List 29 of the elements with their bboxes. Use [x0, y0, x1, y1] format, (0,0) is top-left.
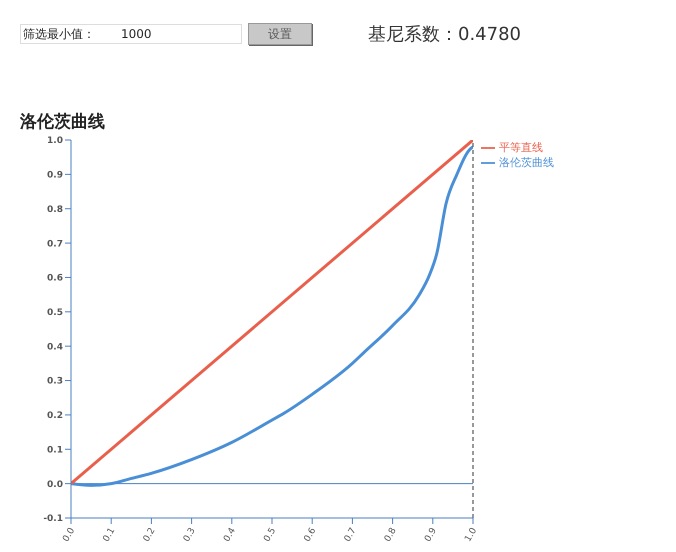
x-tick-label: 0.7: [342, 526, 359, 544]
y-tick-label: 0.6: [47, 274, 63, 284]
y-tick-label: 0.9: [47, 170, 63, 181]
legend-label: 平等直线: [499, 141, 543, 154]
x-tick-label: 1.0: [463, 526, 480, 544]
y-tick-label: 0.5: [47, 308, 63, 318]
text: 基尼系数：0.4780: [368, 23, 521, 46]
y-tick-label: 0.7: [47, 239, 63, 250]
y-tick-label: -0.1: [43, 514, 63, 524]
y-tick-label: 0.4: [47, 342, 63, 352]
x-tick-label: 0.3: [182, 526, 198, 544]
chart-title: 洛伦茨曲线: [20, 111, 105, 133]
y-tick-label: 0.0: [47, 480, 63, 490]
y-tick-label: 0.2: [47, 411, 63, 422]
y-tick-label: 0.8: [47, 204, 63, 215]
x-tick-label: 0.8: [382, 526, 399, 544]
x-tick-label: 0.5: [262, 526, 278, 544]
x-tick-label: 0.4: [222, 526, 238, 544]
text-input-field: 筛选最小值： 1000: [20, 24, 242, 44]
legend-label: 洛伦茨曲线: [499, 156, 554, 169]
y-tick-label: 1.0: [47, 136, 63, 146]
y-tick-label: 0.1: [47, 445, 63, 456]
y-tick-label: 0.3: [47, 376, 63, 387]
x-tick-label: 0.1: [102, 526, 118, 544]
button: 设置: [248, 23, 312, 45]
x-tick-label: 0.2: [142, 526, 158, 544]
x-tick-label: 0.6: [302, 526, 319, 544]
x-tick-label: 0.9: [423, 526, 440, 544]
x-tick-label: 0.0: [61, 526, 78, 544]
